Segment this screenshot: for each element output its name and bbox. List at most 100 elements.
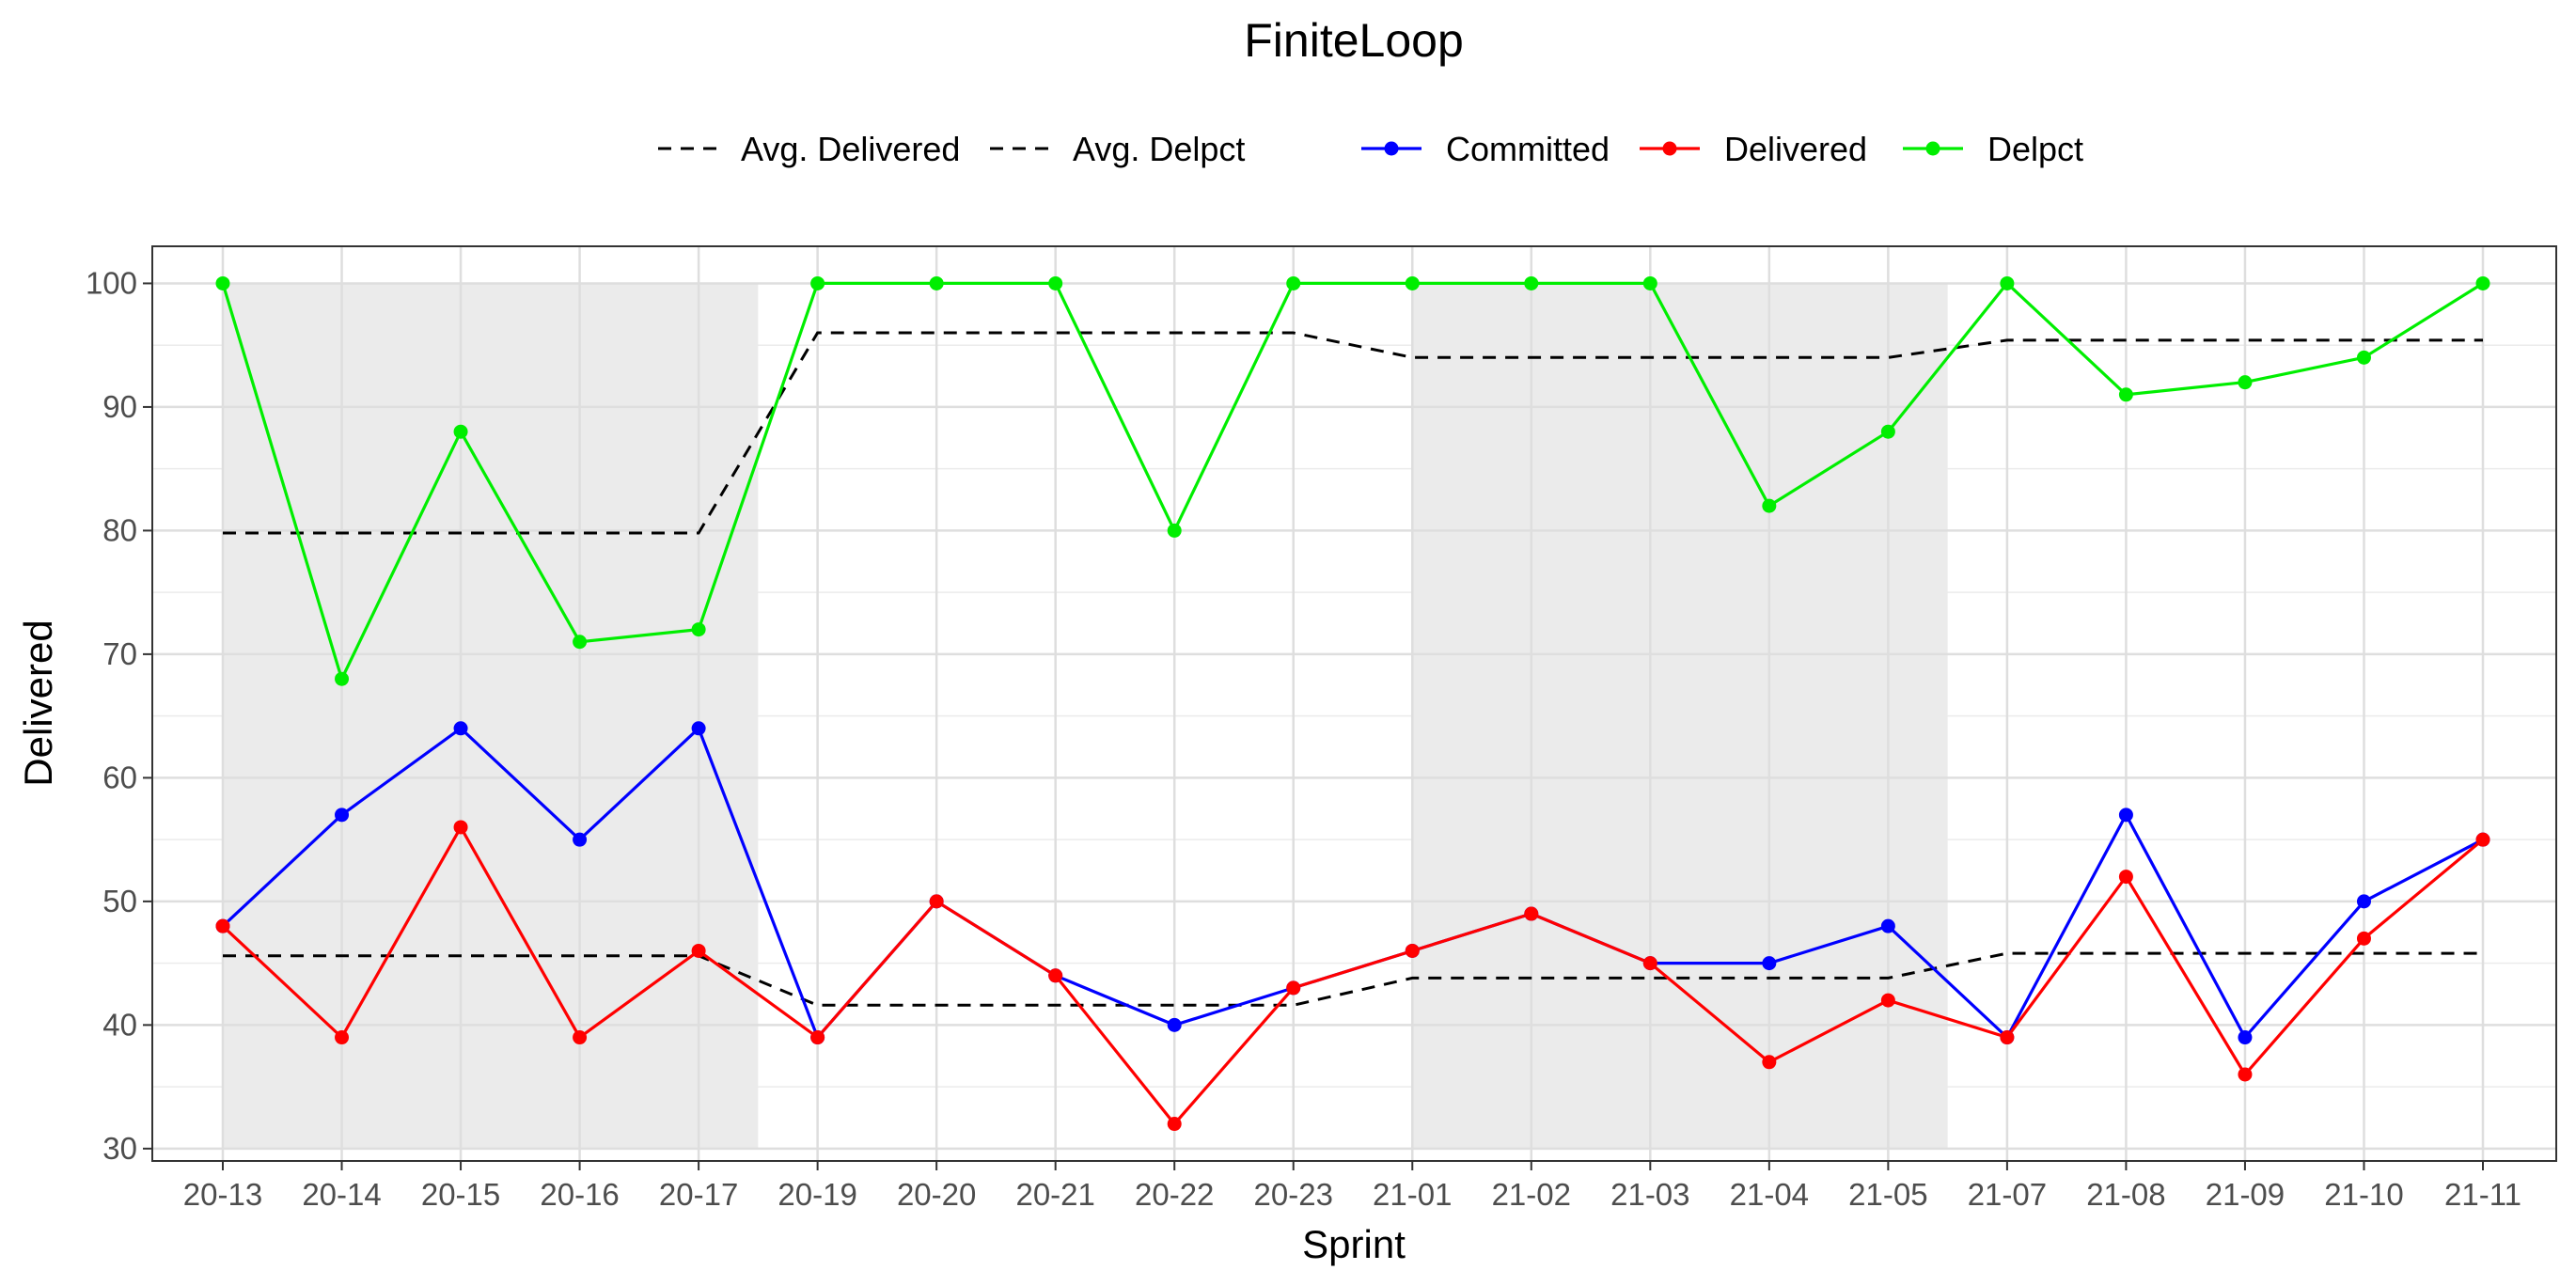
legend-key-point	[1925, 141, 1940, 156]
point-committed	[335, 808, 350, 823]
point-delivered	[215, 918, 230, 933]
point-committed	[2238, 1030, 2253, 1045]
point-delpct	[1762, 498, 1777, 513]
point-delivered	[2118, 870, 2133, 885]
point-delivered	[1642, 956, 1657, 971]
x-tick-label: 21-03	[1610, 1177, 1689, 1212]
y-tick-label: 80	[102, 512, 137, 547]
point-delpct	[2238, 375, 2253, 390]
y-tick-label: 50	[102, 884, 137, 918]
x-axis-label: Sprint	[1302, 1222, 1406, 1266]
point-committed	[1762, 956, 1777, 971]
data-points	[215, 275, 2490, 1132]
point-delpct	[335, 671, 350, 686]
point-delivered	[1762, 1055, 1777, 1070]
x-tick-label: 20-17	[659, 1177, 738, 1212]
legend-label: Committed	[1446, 130, 1610, 168]
point-delivered	[453, 820, 468, 835]
x-tick-label: 20-15	[421, 1177, 500, 1212]
point-delivered	[2475, 832, 2490, 847]
legend-label: Avg. Delpct	[1073, 130, 1245, 168]
y-tick-label: 30	[102, 1131, 137, 1166]
point-delpct	[1286, 275, 1301, 290]
point-delpct	[2000, 275, 2015, 290]
x-tick-label: 20-19	[778, 1177, 856, 1212]
x-tick-label: 21-10	[2324, 1177, 2403, 1212]
y-tick-label: 60	[102, 760, 137, 794]
x-tick-label: 21-11	[2444, 1177, 2521, 1212]
legend-label: Avg. Delivered	[741, 130, 960, 168]
gridlines	[152, 246, 2556, 1161]
series-line-delivered	[221, 823, 2485, 1127]
point-delpct	[1167, 523, 1182, 538]
series-line-delpct	[221, 281, 2484, 683]
point-delpct	[929, 275, 944, 290]
legend-label: Delpct	[1987, 130, 2083, 168]
point-delpct	[1880, 424, 1895, 439]
point-delpct	[573, 635, 588, 650]
point-delpct	[1524, 275, 1539, 290]
x-tick-label: 20-20	[897, 1177, 976, 1212]
point-delpct	[1642, 275, 1657, 290]
point-committed	[453, 721, 468, 736]
point-delpct	[2475, 275, 2490, 290]
point-delpct	[2118, 387, 2133, 402]
x-tick-label: 20-21	[1015, 1177, 1094, 1212]
point-delpct	[810, 275, 825, 290]
point-committed	[1167, 1017, 1182, 1032]
point-committed	[2118, 808, 2133, 823]
x-tick-label: 20-23	[1254, 1177, 1333, 1212]
x-tick-label: 20-22	[1135, 1177, 1214, 1212]
point-delivered	[1048, 968, 1063, 983]
point-delivered	[1880, 993, 1895, 1008]
point-delivered	[2356, 931, 2371, 946]
point-delivered	[573, 1030, 588, 1045]
chart-title: FiniteLoop	[1244, 14, 1464, 67]
y-tick-label: 40	[102, 1007, 137, 1042]
ref-line-avg-delpct	[223, 331, 2483, 535]
x-tick-label: 21-04	[1730, 1177, 1809, 1212]
point-delivered	[929, 894, 944, 909]
y-tick-label: 70	[102, 636, 137, 671]
point-delpct	[453, 424, 468, 439]
point-delivered	[1167, 1117, 1182, 1132]
point-delivered	[2238, 1067, 2253, 1082]
legend-key-point	[1384, 141, 1399, 156]
x-axis-ticks: 20-13 20-14 20-15 20-16 20-17 20-19 20-20 20-21…	[183, 1161, 2521, 1212]
point-committed	[691, 721, 706, 736]
point-delivered	[691, 943, 706, 958]
legend-label: Delivered	[1724, 130, 1867, 168]
point-delpct	[215, 275, 230, 290]
x-tick-label: 21-08	[2086, 1177, 2165, 1212]
point-delpct	[1405, 275, 1420, 290]
x-tick-label: 21-02	[1492, 1177, 1571, 1212]
point-delivered	[1524, 906, 1539, 921]
point-delivered	[1286, 980, 1301, 996]
x-tick-label: 21-05	[1848, 1177, 1927, 1212]
x-tick-label: 21-07	[1968, 1177, 2047, 1212]
y-tick-label: 90	[102, 389, 137, 424]
point-committed	[573, 832, 588, 847]
point-delpct	[1048, 275, 1063, 290]
x-tick-label: 20-16	[540, 1177, 619, 1212]
point-delpct	[2356, 350, 2371, 365]
x-tick-label: 21-01	[1373, 1177, 1452, 1212]
ref-line-avg-delivered	[223, 951, 2483, 1007]
y-tick-label: 100	[86, 265, 137, 300]
legend: Avg. Delivered Avg. Delpct Committed Delive…	[658, 130, 2083, 168]
point-committed	[2356, 894, 2371, 909]
series-lines	[221, 281, 2485, 1127]
point-delivered	[1405, 943, 1420, 958]
x-tick-label: 20-13	[183, 1177, 262, 1212]
point-delivered	[335, 1030, 350, 1045]
point-delpct	[691, 622, 706, 637]
y-axis-label: Delivered	[16, 619, 60, 786]
point-committed	[1880, 918, 1895, 933]
x-tick-label: 20-14	[302, 1177, 381, 1212]
y-axis-ticks: 30 40 50 60 70 80 90 100	[86, 265, 152, 1166]
point-delivered	[2000, 1030, 2015, 1045]
point-delivered	[810, 1030, 825, 1045]
plot-border	[151, 245, 2557, 1162]
x-tick-label: 21-09	[2206, 1177, 2285, 1212]
